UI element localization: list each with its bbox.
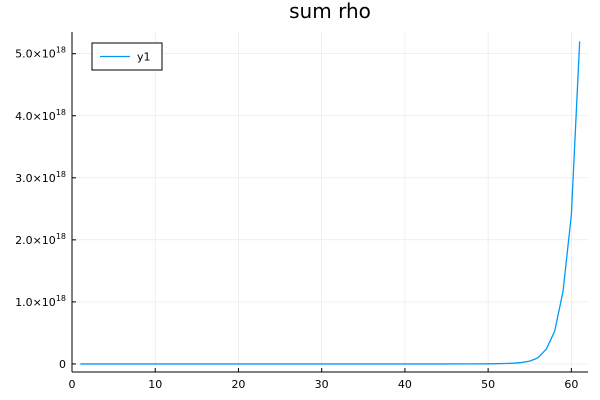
tick-labels: 0 10 20 30 40 50 60 0 1.0×1018 2.0×1018 3.0×1018 4.… (15, 46, 578, 391)
axes (71, 32, 588, 373)
series-layer (80, 41, 581, 365)
grid (71, 32, 588, 372)
x-tick-label-2: 20 (231, 378, 245, 391)
legend-label-y1: y1 (137, 51, 151, 64)
x-tick-label-3: 30 (315, 378, 329, 391)
x-tick-label-0: 0 (69, 378, 76, 391)
y-tick-label-0: 0 (59, 358, 66, 371)
x-tick-label-4: 40 (398, 378, 412, 391)
x-tick-label-1: 10 (148, 378, 162, 391)
y-tick-label-5: 5.0×1018 (15, 46, 66, 61)
legend: y1 (91, 42, 163, 71)
y-tick-label-3: 3.0×1018 (15, 170, 66, 185)
y-tick-label-1: 1.0×1018 (15, 294, 66, 309)
x-tick-label-6: 60 (564, 378, 578, 391)
y-tick-label-4: 4.0×1018 (15, 108, 66, 123)
y-tick-label-2: 2.0×1018 (15, 232, 66, 247)
x-tick-label-5: 50 (481, 378, 495, 391)
series-line-y1 (80, 41, 581, 365)
chart-title: sum rho (289, 0, 371, 23)
